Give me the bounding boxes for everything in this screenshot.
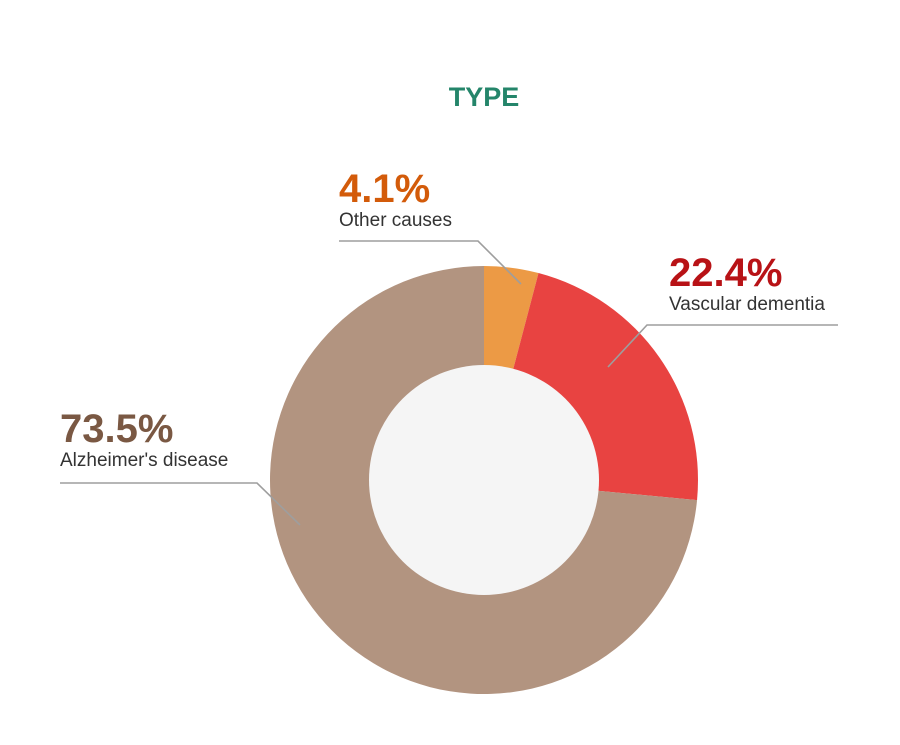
data-label-name-alzheimer-s-disease: Alzheimer's disease: [60, 450, 228, 471]
leader-line-other-causes: [339, 240, 522, 285]
chart-title: TYPE: [449, 82, 520, 112]
data-label-name-vascular-dementia: Vascular dementia: [669, 294, 825, 315]
leader-line-vascular-dementia: [607, 324, 838, 368]
data-label-pct-vascular-dementia: 22.4%: [669, 251, 782, 295]
leader-line-alzheimer-s-disease: [60, 482, 301, 526]
data-label-pct-other-causes: 4.1%: [339, 167, 430, 211]
data-label-name-other-causes: Other causes: [339, 210, 452, 231]
labels-group: 4.1%Other causes 22.4%Vascular dementia 73…: [60, 167, 838, 526]
data-label-pct-alzheimer-s-disease: 73.5%: [60, 407, 173, 451]
donut-hole: [369, 365, 599, 595]
